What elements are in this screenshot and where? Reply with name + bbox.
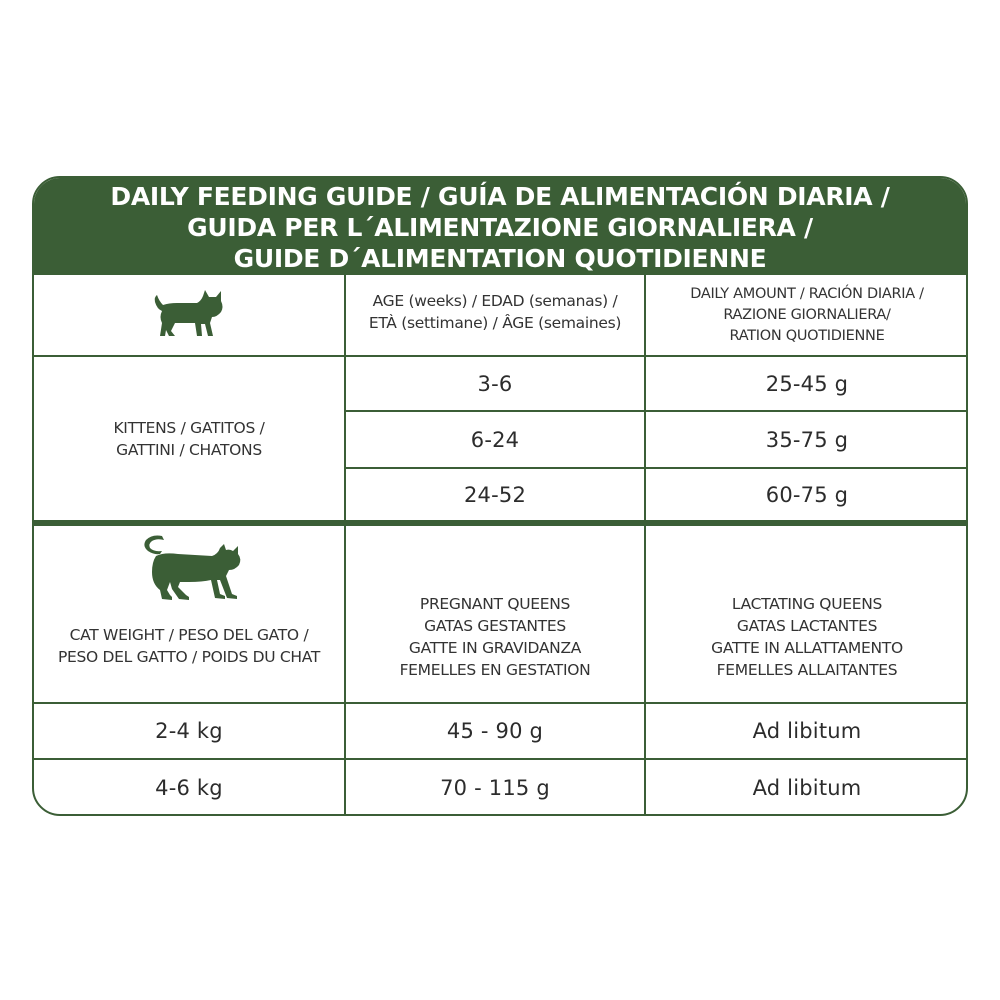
pregnant-amount-cell: 70 - 115 g — [440, 776, 550, 800]
adult-weight-header: CAT WEIGHT / PESO DEL GATO / PESO DEL GA… — [34, 526, 344, 702]
lactating-header-line: GATAS LACTANTES — [736, 617, 878, 635]
pregnant-header-line: FEMELLES EN GESTATION — [399, 661, 591, 679]
pregnant-header: PREGNANT QUEENS GATAS GESTANTES GATTE IN… — [346, 526, 644, 702]
kitten-age-cell: 6-24 — [470, 427, 520, 452]
title-line: DAILY FEEDING GUIDE / GUÍA DE ALIMENTACI… — [110, 182, 890, 211]
kitten-amount-cell: 25-45 g — [765, 371, 849, 396]
lactating-header-line: LACTATING QUEENS — [731, 595, 883, 613]
age-header-line: AGE (weeks) / EDAD (semanas) / — [372, 292, 618, 310]
weight-cell: 4-6 kg — [155, 776, 223, 800]
lactating-header: LACTATING QUEENS GATAS LACTANTES GATTE I… — [646, 526, 966, 702]
weight-header-line: PESO DEL GATTO / POIDS DU CHAT — [57, 648, 321, 666]
lactating-header-line: GATTE IN ALLATTAMENTO — [711, 639, 903, 657]
amount-header-line: RATION QUOTIDIENNE — [729, 327, 885, 344]
weight-cell: 2-4 kg — [155, 719, 223, 743]
age-header: AGE (weeks) / EDAD (semanas) / ETÀ (sett… — [346, 275, 644, 355]
age-header-line: ETÀ (settimane) / ÂGE (semaines) — [368, 314, 622, 332]
lactating-header-line: FEMELLES ALLAITANTES — [716, 661, 898, 679]
title-line: GUIDA PER L´ALIMENTAZIONE GIORNALIERA / — [187, 213, 813, 242]
kitten-icon — [154, 290, 223, 336]
kitten-age-cell: 24-52 — [463, 482, 527, 507]
pregnant-header-line: GATTE IN GRAVIDANZA — [408, 639, 582, 657]
row-divider — [344, 467, 966, 469]
cat-icon — [144, 535, 241, 600]
kitten-age-cell: 3-6 — [477, 371, 513, 396]
amount-header-line: RAZIONE GIORNALIERA/ — [723, 306, 891, 323]
kitten-amount-cell: 35-75 g — [765, 427, 849, 452]
kittens-label-line: GATTINI / CHATONS — [116, 440, 262, 459]
feeding-guide-title: DAILY FEEDING GUIDE / GUÍA DE ALIMENTACI… — [34, 178, 966, 275]
kittens-label-line: KITTENS / GATITOS / — [113, 418, 265, 437]
amount-header: DAILY AMOUNT / RACIÓN DIARIA / RAZIONE G… — [646, 275, 966, 355]
header-icon-cell — [34, 275, 344, 355]
column-divider — [344, 275, 346, 814]
weight-header-line: CAT WEIGHT / PESO DEL GATO / — [69, 626, 309, 644]
row-divider — [34, 758, 966, 760]
feeding-guide-card: DAILY FEEDING GUIDE / GUÍA DE ALIMENTACI… — [32, 176, 968, 816]
row-divider — [34, 702, 966, 704]
pregnant-header-line: GATAS GESTANTES — [424, 617, 566, 635]
lactating-amount-cell: Ad libitum — [752, 719, 862, 743]
kittens-label: KITTENS / GATITOS / GATTINI / CHATONS — [34, 357, 344, 520]
kitten-amount-cell: 60-75 g — [765, 482, 849, 507]
row-divider — [34, 355, 966, 357]
pregnant-header-line: PREGNANT QUEENS — [419, 595, 571, 613]
pregnant-amount-cell: 45 - 90 g — [446, 719, 544, 743]
title-line: GUIDE D´ALIMENTATION QUOTIDIENNE — [233, 244, 767, 273]
column-divider — [644, 275, 646, 814]
row-divider — [344, 410, 966, 412]
lactating-amount-cell: Ad libitum — [752, 776, 862, 800]
weight-header-text: CAT WEIGHT / PESO DEL GATO / PESO DEL GA… — [58, 624, 320, 668]
amount-header-line: DAILY AMOUNT / RACIÓN DIARIA / — [690, 285, 924, 302]
section-divider — [34, 520, 966, 526]
